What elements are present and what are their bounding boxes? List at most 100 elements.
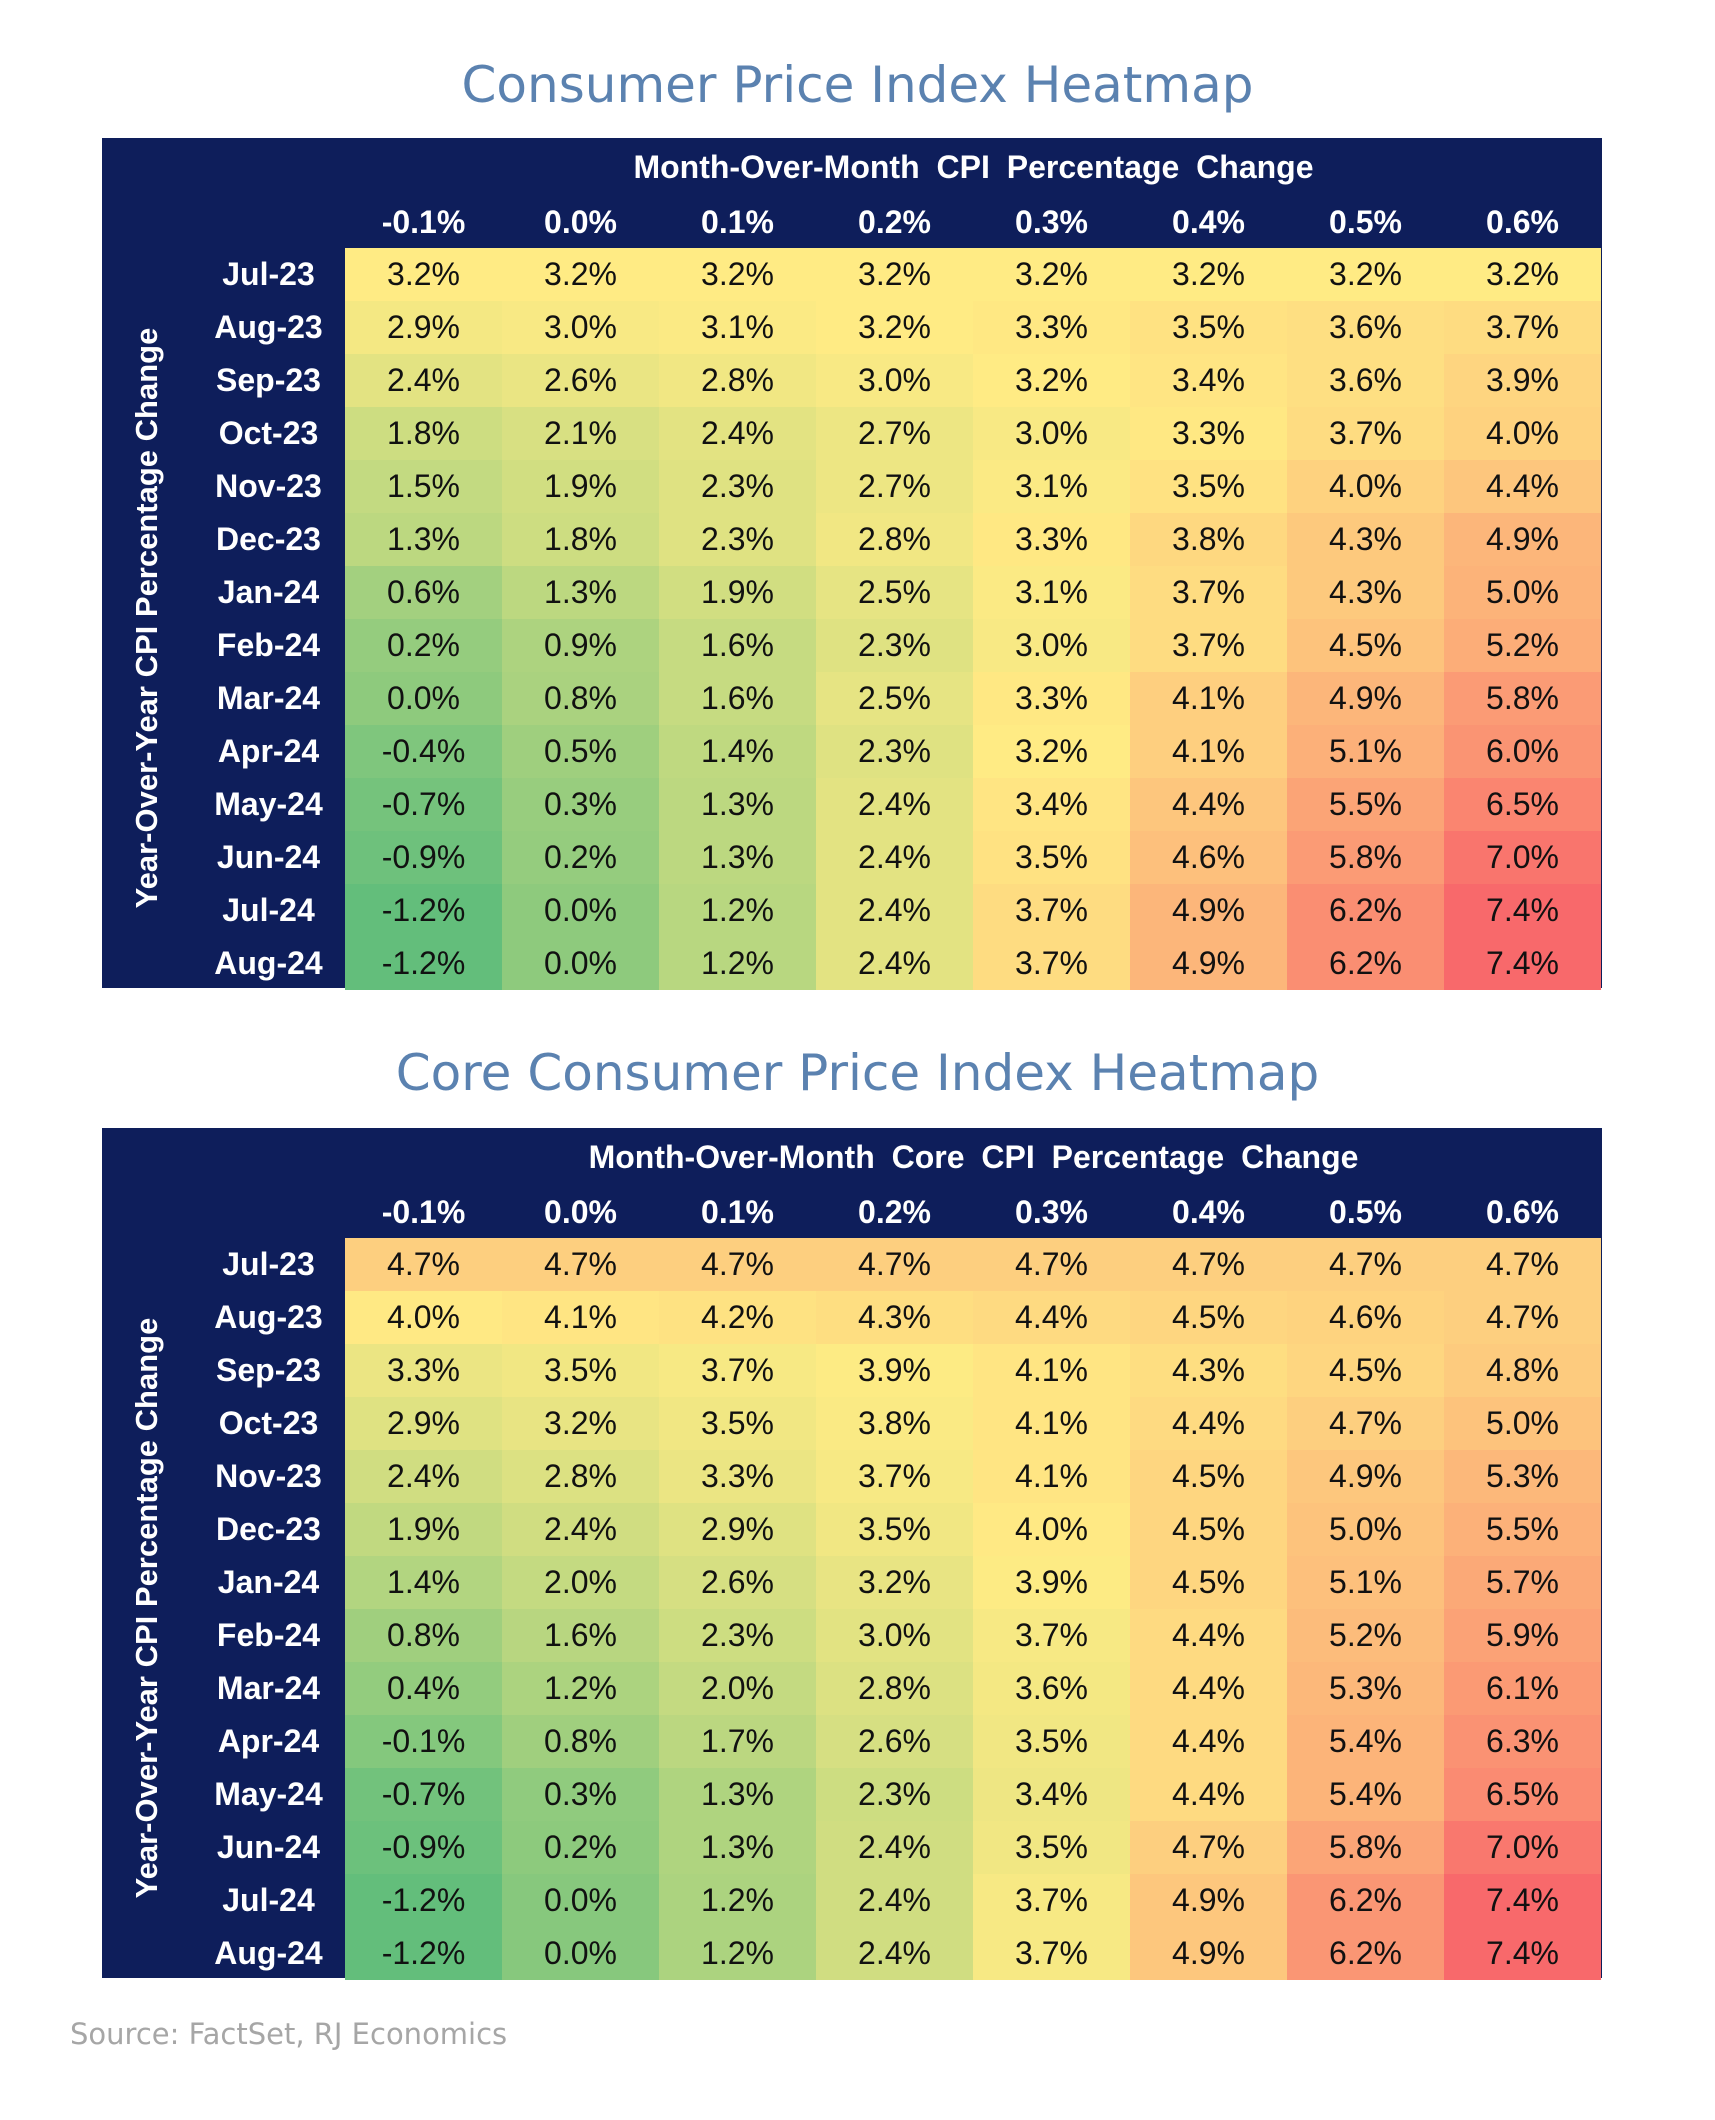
column-header: 0.6% xyxy=(1486,1194,1559,1230)
heatmap-cell: -0.9% xyxy=(345,831,502,884)
source-note: Source: FactSet, RJ Economics xyxy=(70,2017,508,2051)
column-header: 0.1% xyxy=(701,204,774,240)
column-header: 0.0% xyxy=(544,204,617,240)
heatmap-cell: 1.7% xyxy=(659,1715,816,1768)
column-header: 0.5% xyxy=(1329,1194,1402,1230)
heatmap-cell: 2.8% xyxy=(816,1662,973,1715)
heatmap-cell: 2.3% xyxy=(816,1768,973,1821)
heatmap-cell: 3.0% xyxy=(816,354,973,407)
row-header: Mar-24 xyxy=(216,680,321,716)
heatmap-cell: 5.0% xyxy=(1444,1397,1601,1450)
heatmap-cell: 4.4% xyxy=(1130,778,1287,831)
column-axis-title: Month-Over-Month Core CPI Percentage Cha… xyxy=(588,1139,1359,1175)
heatmap-cell: 4.1% xyxy=(973,1344,1130,1397)
row-header: Apr-24 xyxy=(217,733,320,769)
heatmap-cell: 2.4% xyxy=(816,1927,973,1980)
heatmap-cell: 0.8% xyxy=(502,672,659,725)
row-header: Feb-24 xyxy=(216,1617,321,1653)
heatmap-cell: 5.8% xyxy=(1287,1821,1444,1874)
heatmap-cell: 3.2% xyxy=(816,248,973,301)
heatmap-cell: 2.4% xyxy=(816,1874,973,1927)
heatmap-cell: 6.5% xyxy=(1444,1768,1601,1821)
heatmap-cell: 3.1% xyxy=(973,566,1130,619)
heatmap-cell: 4.7% xyxy=(1444,1291,1601,1344)
heatmap-cell: 3.7% xyxy=(973,1609,1130,1662)
heatmap-cell: 1.3% xyxy=(659,1821,816,1874)
heatmap-cell: 3.5% xyxy=(502,1344,659,1397)
heatmap-cell: 1.9% xyxy=(659,566,816,619)
column-header: 0.5% xyxy=(1329,204,1402,240)
heatmap-cell: 5.5% xyxy=(1287,778,1444,831)
heatmap-cell: 3.4% xyxy=(973,1768,1130,1821)
heatmap-cell: 2.0% xyxy=(502,1556,659,1609)
heatmap-cell: 4.9% xyxy=(1130,884,1287,937)
heatmap-cell: 0.2% xyxy=(502,1821,659,1874)
heatmap-cell: 3.7% xyxy=(1130,619,1287,672)
heatmap-cell: 4.1% xyxy=(973,1450,1130,1503)
heatmap-cell: 2.5% xyxy=(816,566,973,619)
heatmap-cell: 5.8% xyxy=(1287,831,1444,884)
heatmap-cell: 3.3% xyxy=(973,672,1130,725)
heatmap-cell: 3.0% xyxy=(502,301,659,354)
row-header: Jun-24 xyxy=(216,1829,321,1865)
heatmap-cell: 5.7% xyxy=(1444,1556,1601,1609)
row-axis-title: Year-Over-Year CPI Percentage Change xyxy=(129,327,164,909)
heatmap-cell: 2.9% xyxy=(345,1397,502,1450)
heatmap-cell: 1.8% xyxy=(502,513,659,566)
row-header: Aug-23 xyxy=(214,309,323,345)
heatmap-cell: 0.3% xyxy=(502,1768,659,1821)
heatmap-cell: 0.5% xyxy=(502,725,659,778)
heatmap-cell: 4.9% xyxy=(1130,1927,1287,1980)
heatmap-cell: 0.3% xyxy=(502,778,659,831)
heatmap-cell: 3.6% xyxy=(1287,301,1444,354)
row-header: Sep-23 xyxy=(216,1352,321,1388)
row-header: Jul-23 xyxy=(222,256,315,292)
heatmap-cell: 3.2% xyxy=(973,725,1130,778)
heatmap-cell: 3.4% xyxy=(973,778,1130,831)
heatmap-cell: 6.0% xyxy=(1444,725,1601,778)
heatmap-cell: 4.0% xyxy=(1287,460,1444,513)
heatmap-cell: 2.6% xyxy=(659,1556,816,1609)
heatmap-cell: 4.4% xyxy=(1130,1715,1287,1768)
heatmap-cell: 4.7% xyxy=(816,1238,973,1291)
row-header: Apr-24 xyxy=(217,1723,320,1759)
heatmap-cell: 3.0% xyxy=(973,619,1130,672)
heatmap-cell: 4.4% xyxy=(1130,1662,1287,1715)
heatmap-cell: 7.4% xyxy=(1444,884,1601,937)
heatmap-cell: 1.6% xyxy=(659,619,816,672)
heatmap-cell: 3.9% xyxy=(816,1344,973,1397)
heatmap-cell: 3.4% xyxy=(1130,354,1287,407)
heatmap-cell: 2.9% xyxy=(659,1503,816,1556)
heatmap-cell: 2.8% xyxy=(502,1450,659,1503)
heatmap-cell: 1.3% xyxy=(659,778,816,831)
heatmap-cell: -0.1% xyxy=(345,1715,502,1768)
heatmap-cell: 4.9% xyxy=(1287,672,1444,725)
row-header: May-24 xyxy=(214,786,323,822)
row-header: Aug-24 xyxy=(214,1935,323,1971)
heatmap-cell: 3.2% xyxy=(1130,248,1287,301)
row-header: Nov-23 xyxy=(215,1458,322,1494)
heatmap-cell: 0.2% xyxy=(345,619,502,672)
heatmap-cell: 4.4% xyxy=(1130,1609,1287,1662)
heatmap-cell: 3.9% xyxy=(1444,354,1601,407)
heatmap-cell: 3.7% xyxy=(816,1450,973,1503)
heatmap-cell: 2.4% xyxy=(816,1821,973,1874)
heatmap-cell: 4.1% xyxy=(1130,672,1287,725)
heatmap-cell: 3.0% xyxy=(973,407,1130,460)
heatmap-cell: 4.9% xyxy=(1444,513,1601,566)
heatmap-cell: 2.3% xyxy=(659,513,816,566)
heatmap-cell: 3.1% xyxy=(973,460,1130,513)
heatmap-cell: 1.2% xyxy=(659,1927,816,1980)
heatmap-cell: 6.3% xyxy=(1444,1715,1601,1768)
heatmap-cell: 4.5% xyxy=(1130,1450,1287,1503)
heatmap-cell: 1.4% xyxy=(345,1556,502,1609)
row-header: Jul-24 xyxy=(222,892,315,928)
heatmap-cell: 2.4% xyxy=(659,407,816,460)
column-header: 0.2% xyxy=(858,204,931,240)
heatmap-cell: 5.9% xyxy=(1444,1609,1601,1662)
column-header: 0.2% xyxy=(858,1194,931,1230)
heatmap-cell: 3.2% xyxy=(816,301,973,354)
heatmap-cell: 3.2% xyxy=(973,354,1130,407)
heatmap-cell: 7.0% xyxy=(1444,831,1601,884)
heatmap-cell: 0.0% xyxy=(502,1927,659,1980)
